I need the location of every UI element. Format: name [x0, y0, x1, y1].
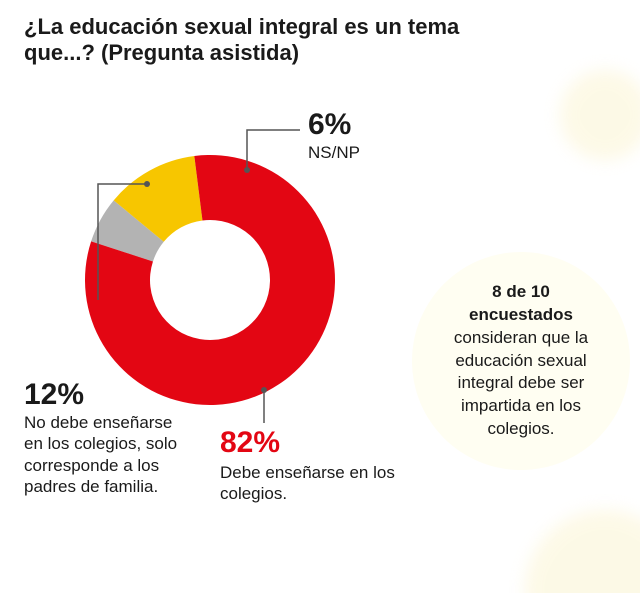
callout-bold2: encuestados — [469, 305, 573, 324]
label-yellow: No debe enseñarse en los colegios, solo … — [24, 412, 194, 497]
label-red: Debe enseñarse en los colegios. — [220, 462, 400, 505]
callout-bold1: 8 de 10 — [492, 282, 550, 301]
leader-dot-yellow — [144, 181, 150, 187]
pct-yellow: 12% — [24, 378, 84, 412]
callout-circle: 8 de 10 encuestados consideran que la ed… — [412, 252, 630, 470]
leader-dot-red — [261, 387, 267, 393]
label-nsnp: NS/NP — [308, 142, 408, 163]
callout-rest: consideran que la educación sexual integ… — [454, 328, 588, 439]
donut-slices — [85, 155, 335, 405]
callout-text: 8 de 10 encuestados consideran que la ed… — [430, 281, 612, 442]
pct-nsnp: 6% — [308, 108, 351, 142]
infographic-canvas: ¿La educación sexual integral es un tema… — [0, 0, 640, 593]
leader-dot-nsnp — [244, 167, 250, 173]
pct-red: 82% — [220, 426, 280, 460]
